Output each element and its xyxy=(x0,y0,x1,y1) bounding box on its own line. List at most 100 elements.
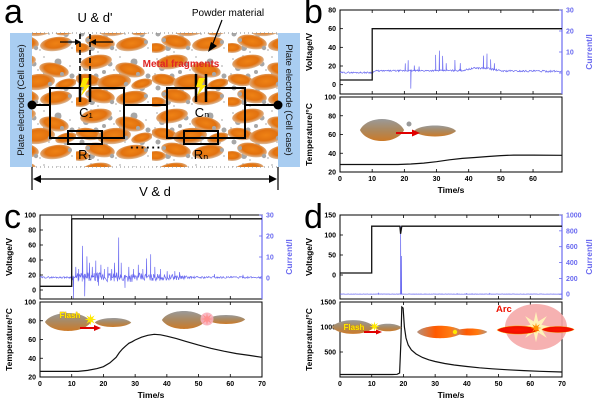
svg-text:80: 80 xyxy=(28,318,36,325)
svg-text:20: 20 xyxy=(328,64,336,71)
svg-text:Voltage/V: Voltage/V xyxy=(304,33,314,71)
panel-label-a: a xyxy=(4,0,23,31)
svg-text:80: 80 xyxy=(328,8,336,15)
svg-text:40: 40 xyxy=(28,356,36,363)
svg-text:20: 20 xyxy=(28,375,36,382)
svg-text:600: 600 xyxy=(566,244,578,251)
svg-text:Temperature/°C: Temperature/°C xyxy=(304,308,314,371)
spark-icon xyxy=(196,78,206,96)
svg-text:50: 50 xyxy=(328,253,336,260)
total-voltage-label: V & d xyxy=(139,184,171,199)
svg-text:0: 0 xyxy=(38,381,42,388)
resistor-1-label: R₁ xyxy=(78,147,92,162)
svg-text:0: 0 xyxy=(266,276,270,283)
svg-text:40: 40 xyxy=(163,381,171,388)
svg-text:80: 80 xyxy=(328,113,336,120)
svg-text:0: 0 xyxy=(566,71,570,78)
svg-text:1000: 1000 xyxy=(566,213,582,220)
svg-text:20: 20 xyxy=(266,234,274,241)
svg-text:Current/I: Current/I xyxy=(584,34,594,69)
capacitor-1-label: C₁ xyxy=(79,105,93,120)
panel-b: b 0 20 40 60 80 Voltage/V 0 10 20 30 Current/I 0 10 2… xyxy=(300,0,600,205)
gap-voltage-label: U & d' xyxy=(78,10,113,25)
svg-text:20: 20 xyxy=(400,176,408,183)
resistor-1 xyxy=(67,130,103,145)
svg-text:200: 200 xyxy=(566,276,578,283)
svg-text:20: 20 xyxy=(100,381,108,388)
left-terminal xyxy=(27,100,37,110)
resistor-n-label: Rₙ xyxy=(194,147,209,162)
svg-text:60: 60 xyxy=(529,176,537,183)
svg-text:20: 20 xyxy=(28,273,36,280)
svg-text:500: 500 xyxy=(324,350,336,357)
svg-text:30: 30 xyxy=(433,176,441,183)
svg-text:1000: 1000 xyxy=(320,325,336,332)
svg-text:60: 60 xyxy=(226,381,234,388)
svg-text:40: 40 xyxy=(463,381,471,388)
left-plate-electrode xyxy=(10,33,32,167)
svg-text:50: 50 xyxy=(195,381,203,388)
svg-text:10: 10 xyxy=(68,381,76,388)
svg-text:0: 0 xyxy=(566,292,570,299)
svg-text:Time/s: Time/s xyxy=(138,390,165,400)
svg-text:40: 40 xyxy=(328,151,336,158)
svg-text:0: 0 xyxy=(32,288,36,295)
right-terminal xyxy=(273,100,283,110)
svg-text:100: 100 xyxy=(324,233,336,240)
svg-text:10: 10 xyxy=(368,381,376,388)
svg-text:400: 400 xyxy=(566,260,578,267)
svg-text:60: 60 xyxy=(328,26,336,33)
svg-text:Voltage/V: Voltage/V xyxy=(304,238,314,276)
svg-text:50: 50 xyxy=(495,381,503,388)
panel-label-c: c xyxy=(4,198,21,236)
panel-label-d: d xyxy=(304,198,323,236)
svg-text:100: 100 xyxy=(24,300,36,307)
svg-text:80: 80 xyxy=(28,228,36,235)
svg-text:Current/I: Current/I xyxy=(584,239,594,274)
svg-text:30: 30 xyxy=(131,381,139,388)
resistor-n xyxy=(183,130,219,145)
rc-network: C₁ Cₙ R₁ Rₙ ······ xyxy=(27,74,283,162)
svg-text:0: 0 xyxy=(338,381,342,388)
right-electrode-label: Plate electrode (Cell case) xyxy=(283,44,294,155)
svg-text:10: 10 xyxy=(566,50,574,57)
svg-text:Time/s: Time/s xyxy=(438,390,465,400)
svg-text:Temperature/°C: Temperature/°C xyxy=(304,103,314,166)
svg-text:0: 0 xyxy=(332,273,336,280)
svg-text:70: 70 xyxy=(258,381,266,388)
svg-text:50: 50 xyxy=(497,176,505,183)
ellipsis-dots: ······ xyxy=(130,140,162,155)
right-plate-electrode xyxy=(278,33,300,167)
svg-text:10: 10 xyxy=(368,176,376,183)
metal-fragments-label: Metal fragments xyxy=(143,59,220,70)
spark-icon xyxy=(80,78,90,96)
svg-text:0: 0 xyxy=(332,82,336,89)
panel-c: c 0 20 40 60 80 100 Voltage/V 0 10 20 30 Current/I 0… xyxy=(0,198,300,410)
svg-text:20: 20 xyxy=(400,381,408,388)
svg-text:Time/s: Time/s xyxy=(438,185,465,195)
svg-text:100: 100 xyxy=(24,213,36,220)
svg-text:60: 60 xyxy=(28,243,36,250)
svg-text:30: 30 xyxy=(566,8,574,15)
svg-text:0: 0 xyxy=(338,176,342,183)
capacitor-n-label: Cₙ xyxy=(195,105,210,120)
svg-text:40: 40 xyxy=(465,176,473,183)
svg-text:60: 60 xyxy=(28,337,36,344)
svg-text:60: 60 xyxy=(328,132,336,139)
panel-a: a Plate electrode (Cell case) Plate elec… xyxy=(0,0,300,205)
svg-text:1500: 1500 xyxy=(320,300,336,307)
svg-text:30: 30 xyxy=(431,381,439,388)
svg-text:800: 800 xyxy=(566,228,578,235)
left-electrode-label: Plate electrode (Cell case) xyxy=(16,44,27,155)
electrode-powder-schematic: Plate electrode (Cell case) Plate electr… xyxy=(10,8,300,199)
svg-text:40: 40 xyxy=(28,258,36,265)
svg-text:150: 150 xyxy=(324,213,336,220)
svg-text:70: 70 xyxy=(558,381,566,388)
svg-text:30: 30 xyxy=(266,213,274,220)
svg-text:40: 40 xyxy=(328,45,336,52)
svg-text:20: 20 xyxy=(328,170,336,177)
powder-material-label: Powder material xyxy=(192,8,264,19)
